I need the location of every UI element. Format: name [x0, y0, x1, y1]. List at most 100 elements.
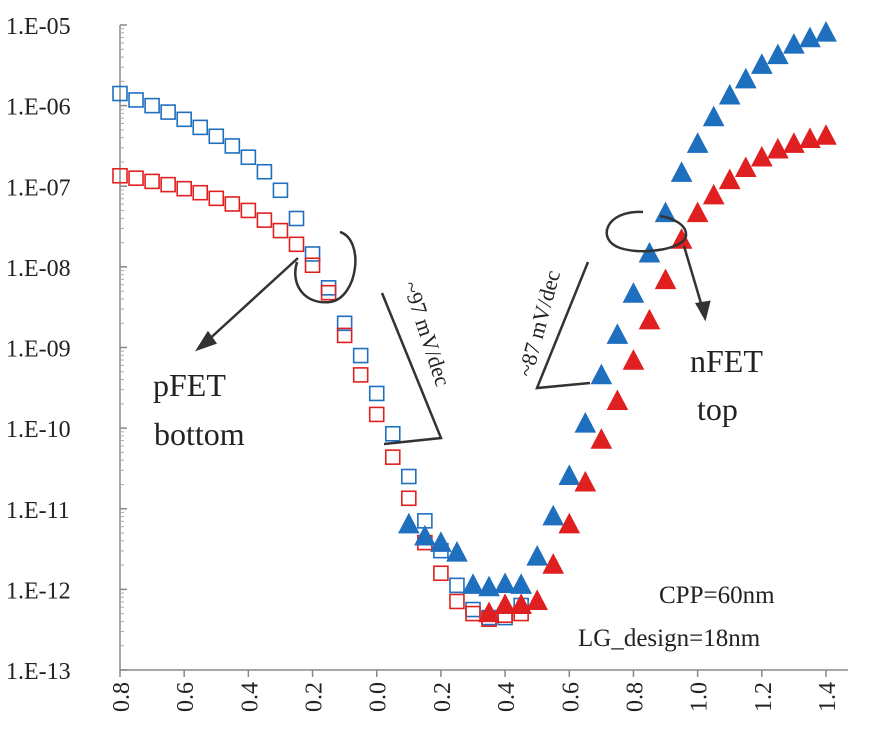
data-point [718, 83, 741, 105]
data-point [574, 470, 597, 492]
data-point [256, 212, 273, 228]
data-point [304, 246, 321, 262]
data-point [272, 222, 289, 239]
data-point [446, 541, 468, 562]
series-3 [478, 124, 837, 623]
data-point [128, 92, 144, 108]
annotation-layer [195, 210, 711, 446]
data-point [702, 105, 725, 127]
x-tick-label: 0.6 [173, 682, 199, 712]
y-tick-label: 1.E-13 [6, 659, 71, 685]
data-point [558, 464, 581, 485]
nfet-label-line2: top [697, 391, 738, 427]
data-point [384, 449, 401, 465]
data-point [606, 323, 629, 344]
data-point [494, 593, 516, 614]
series-0 [112, 85, 529, 626]
data-point [478, 601, 500, 623]
x-tick-label: 0.6 [558, 682, 584, 712]
data-point [112, 85, 128, 102]
data-point [288, 236, 305, 253]
data-point [510, 593, 532, 614]
data-point [574, 412, 597, 433]
data-point [718, 168, 741, 190]
data-point [160, 176, 176, 193]
data-point [478, 575, 500, 597]
y-tick-label: 1.E-11 [6, 498, 70, 524]
data-point [144, 97, 160, 114]
slope-left-triangle [380, 292, 443, 446]
data-point [767, 137, 789, 159]
data-point [320, 284, 337, 301]
data-point [336, 315, 353, 332]
data-point [401, 468, 417, 485]
data-point [494, 572, 516, 594]
data-point [783, 33, 805, 54]
y-tick-label: 1.E-07 [6, 175, 71, 201]
y-tick-label: 1.E-09 [6, 337, 71, 363]
data-point [176, 180, 192, 197]
data-point [590, 363, 613, 385]
data-point [224, 196, 241, 212]
data-point [384, 425, 401, 442]
slope-left-label: ~97 mV/dec [398, 278, 456, 390]
lg-design-label: LG_design=18nm [578, 625, 761, 652]
data-point [734, 156, 757, 178]
data-point [465, 605, 481, 622]
data-point [767, 43, 789, 65]
data-point [176, 111, 192, 128]
x-tick-label: 0.4 [237, 682, 263, 712]
data-point [558, 512, 581, 534]
nfet-arrow-line [682, 245, 705, 311]
data-point [414, 524, 436, 546]
data-point [397, 512, 420, 534]
data-point [192, 119, 209, 136]
data-point [799, 127, 821, 148]
data-point [526, 545, 549, 566]
data-point [240, 149, 257, 166]
pfet-circle [294, 230, 357, 304]
y-tick-label: 1.E-05 [6, 14, 71, 40]
y-tick-label: 1.E-06 [6, 95, 71, 121]
x-tick-label: 1.0 [687, 682, 713, 712]
nfet-label-line1: nFET [690, 343, 763, 379]
y-tick-label: 1.E-12 [6, 578, 71, 604]
data-point [449, 593, 465, 610]
y-tick-group: 1.E-05 1.E-06 1.E-07 1.E-08 1.E-09 1.E-10 1.E-… [6, 14, 127, 685]
data-point [606, 389, 629, 411]
x-tick-label: 1.4 [815, 682, 841, 712]
pfet-label-line2: bottom [154, 416, 245, 452]
series-layer [112, 20, 837, 628]
data-point [401, 490, 417, 507]
data-point [368, 406, 385, 423]
data-point [654, 268, 677, 290]
data-point [670, 228, 693, 249]
y-tick-label: 1.E-08 [6, 256, 71, 282]
data-point [128, 170, 144, 186]
data-point [622, 349, 645, 370]
series-2 [397, 20, 837, 597]
slope-right-triangle [535, 261, 591, 390]
data-point [192, 184, 209, 201]
data-point [352, 367, 369, 383]
data-point [542, 504, 565, 526]
data-point [526, 589, 549, 610]
x-tick-label: 0.2 [302, 682, 328, 712]
data-point [320, 280, 337, 296]
x-tick-label: 0.8 [622, 682, 648, 712]
data-point [799, 26, 821, 48]
x-tick-label: 0.0 [366, 682, 392, 712]
pfet-label-line1: pFET [153, 367, 226, 403]
data-point [449, 577, 465, 594]
x-tick-label: 0.2 [430, 682, 456, 712]
data-point [750, 145, 773, 167]
y-tick-label: 1.E-10 [6, 417, 71, 443]
data-point [288, 210, 305, 227]
data-point [208, 128, 225, 145]
x-tick-label: 0.8 [109, 682, 135, 712]
data-point [272, 182, 289, 199]
data-point [304, 257, 321, 274]
data-point [783, 132, 805, 153]
nfet-arrow-head [695, 300, 711, 322]
data-point [542, 553, 565, 574]
